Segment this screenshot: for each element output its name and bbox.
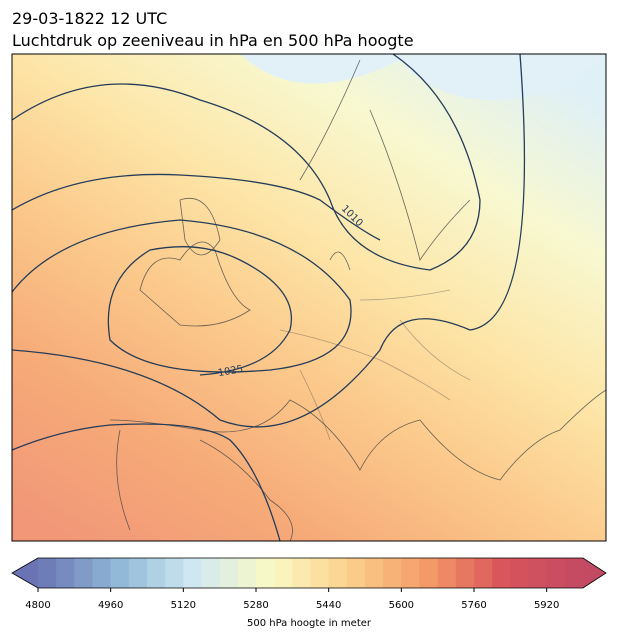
isobar — [12, 219, 352, 376]
cold-area — [240, 54, 606, 100]
colorbar-tick-label: 5600 — [389, 600, 414, 611]
title-date: 29-03-1822 12 UTC — [12, 9, 167, 28]
title: Luchtdruk op zeeniveau in hPa en 500 hPa… — [12, 31, 414, 50]
colorbar-tick-label: 5280 — [243, 600, 268, 611]
colorbar-segment — [292, 558, 311, 588]
colorbar-segment — [528, 558, 548, 588]
colorbar-segment — [165, 558, 184, 588]
colorbar-segment — [564, 558, 584, 588]
colorbar-segment — [492, 558, 511, 588]
colorbar-segment — [56, 558, 75, 588]
colorbar-segment — [74, 558, 93, 588]
colorbar-tick-label: 5120 — [171, 600, 196, 611]
colorbar-tick-label: 5920 — [534, 600, 559, 611]
colorbar-segment — [365, 558, 384, 588]
colorbar-segment — [92, 558, 112, 588]
isobar — [12, 173, 381, 241]
colorbar-segment — [419, 558, 439, 588]
colorbar-segment — [437, 558, 457, 588]
colorbar-segment — [510, 558, 529, 588]
isobar — [12, 54, 526, 428]
colorbar-extend-low — [12, 558, 38, 588]
colorbar-segment — [219, 558, 239, 588]
map-fill — [12, 54, 606, 541]
colorbar-tick-label: 5440 — [316, 600, 341, 611]
colorbar-tick-label: 4800 — [25, 600, 50, 611]
map-frame — [11, 53, 607, 542]
contour-label: 1025 — [217, 364, 244, 379]
colorbar-segment — [237, 558, 257, 588]
map — [12, 54, 606, 541]
colorbar-segment — [310, 558, 330, 588]
colorbar-segment — [201, 558, 221, 588]
colorbar-segment — [546, 558, 566, 588]
colorbar-segment — [128, 558, 148, 588]
colorbar-extend-high — [583, 558, 606, 588]
border — [279, 289, 471, 441]
isobar — [12, 54, 481, 271]
colorbar-outline — [11, 557, 607, 589]
colorbar: 4800 4960 5120 5280 5440 5600 5760 5920 — [11, 557, 607, 611]
colorbar-segment — [183, 558, 202, 588]
colorbar-segment — [455, 558, 475, 588]
colorbar-segment — [328, 558, 348, 588]
colorbar-segment — [346, 558, 366, 588]
colorbar-segment — [274, 558, 293, 588]
colorbar-segment — [38, 558, 57, 588]
colorbar-segment — [401, 558, 420, 588]
colorbar-tick-label: 5760 — [461, 600, 486, 611]
colorbar-segment — [383, 558, 402, 588]
colorbar-segment — [256, 558, 275, 588]
isobar — [12, 423, 281, 541]
colorbar-segment — [474, 558, 493, 588]
colorbar-tick-label: 4960 — [98, 600, 123, 611]
colorbar-segment — [110, 558, 130, 588]
colorbar-segment — [147, 558, 166, 588]
colorbar-label: 500 hPa hoogte in meter — [247, 618, 372, 629]
